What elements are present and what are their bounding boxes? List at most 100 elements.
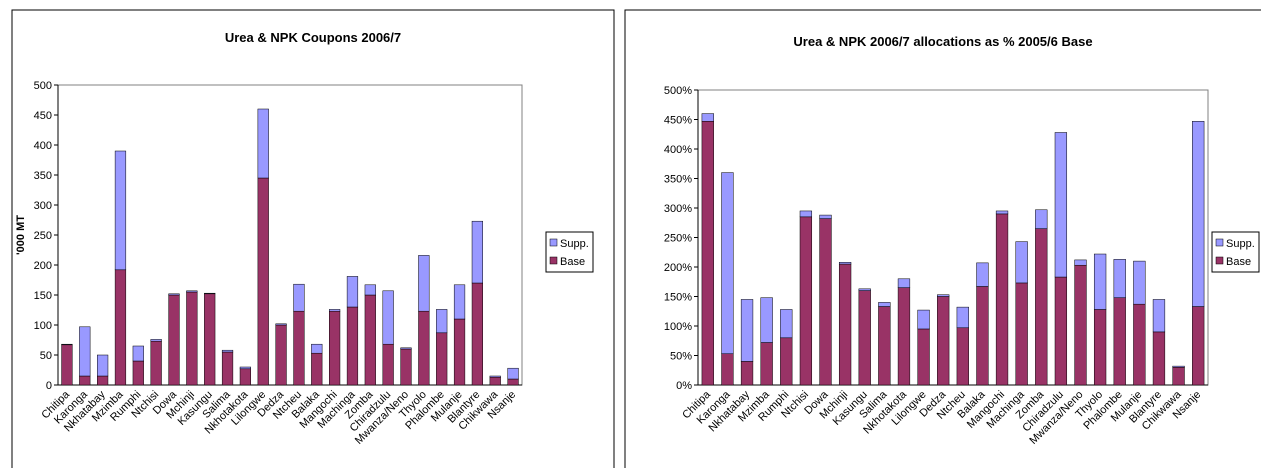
- legend-swatch: [1215, 256, 1224, 265]
- chart-title: Urea & NPK 2006/7 allocations as % 2005/…: [793, 34, 1092, 49]
- y-tick-label: 400: [34, 140, 52, 152]
- bar-segment: [858, 288, 871, 291]
- bar-segment: [1074, 259, 1087, 266]
- bar-segment: [1133, 303, 1146, 386]
- bar-segment: [799, 210, 813, 218]
- bar-segment: [1192, 121, 1205, 307]
- y-tick-label: 300: [34, 200, 52, 212]
- bar-segment: [329, 309, 341, 312]
- bar-segment: [79, 375, 91, 386]
- chart-frame: [11, 9, 615, 468]
- bar-segment: [1054, 276, 1068, 386]
- y-tick-label: 300%: [664, 203, 692, 215]
- bar-segment: [400, 348, 412, 386]
- bar-segment: [186, 290, 198, 293]
- bar-segment: [956, 306, 969, 329]
- bar-segment: [1015, 241, 1028, 284]
- bar-segment: [819, 214, 832, 219]
- bar-segment: [453, 318, 466, 386]
- bar-segment: [701, 121, 714, 386]
- bar-segment: [114, 150, 127, 271]
- bar-segment: [937, 296, 950, 386]
- bar-segment: [995, 210, 1009, 215]
- legend-label: Base: [560, 256, 585, 268]
- bar-segment: [917, 328, 930, 386]
- legend-label: Supp.: [560, 238, 589, 250]
- bar-segment: [1093, 253, 1107, 310]
- y-axis-label: '000 MT: [15, 215, 27, 255]
- bar-segment: [878, 302, 891, 307]
- y-tick-label: 250: [34, 230, 52, 242]
- bar-segment: [471, 220, 483, 284]
- bar-segment: [897, 287, 911, 386]
- bar-segment: [780, 337, 793, 386]
- bar-segment: [311, 343, 323, 354]
- y-tick-label: 250%: [664, 233, 692, 245]
- y-tick-label: 500: [34, 80, 52, 92]
- bar-segment: [701, 113, 714, 122]
- y-tick-label: 400%: [664, 144, 692, 156]
- bar-segment: [1054, 132, 1068, 278]
- legend-swatch: [549, 238, 558, 247]
- bar-segment: [382, 290, 394, 345]
- bar-segment: [956, 327, 969, 386]
- bar-segment: [275, 324, 287, 386]
- bar-segment: [204, 293, 216, 386]
- bar-segment: [489, 376, 501, 386]
- bar-segment: [168, 294, 180, 386]
- bar-segment: [293, 310, 305, 386]
- bar-segment: [1172, 365, 1185, 368]
- bar-segment: [1074, 264, 1087, 386]
- bar-segment: [186, 291, 198, 386]
- bar-segment: [838, 263, 852, 386]
- bar-segment: [897, 278, 911, 288]
- bar-segment: [436, 309, 448, 334]
- bar-segment: [760, 342, 773, 386]
- bar-segment: [740, 299, 754, 362]
- bar-segment: [132, 345, 144, 362]
- bar-segment: [471, 282, 483, 386]
- bar-segment: [740, 361, 754, 386]
- y-tick-label: 500%: [664, 85, 692, 97]
- bar-segment: [293, 283, 305, 312]
- bar-segment: [97, 375, 109, 386]
- y-tick-label: 50: [40, 350, 52, 362]
- bar-segment: [275, 323, 287, 326]
- bar-segment: [1152, 299, 1166, 333]
- bar-segment: [1152, 331, 1166, 386]
- y-tick-label: 150%: [664, 292, 692, 304]
- legend-swatch: [549, 256, 558, 265]
- bar-segment: [937, 294, 950, 297]
- bar-segment: [364, 294, 376, 386]
- bar-segment: [838, 262, 852, 265]
- y-tick-label: 450%: [664, 115, 692, 127]
- bar-segment: [364, 284, 376, 296]
- bar-segment: [257, 108, 269, 179]
- bar-segment: [507, 378, 519, 386]
- bar-segment: [204, 292, 216, 295]
- bar-segment: [507, 367, 519, 380]
- y-tick-label: 350: [34, 170, 52, 182]
- y-tick-label: 200: [34, 260, 52, 272]
- y-tick-label: 450: [34, 110, 52, 122]
- bar-segment: [97, 354, 109, 377]
- bar-segment: [819, 218, 832, 386]
- bar-segment: [346, 276, 359, 308]
- bar-segment: [79, 326, 91, 377]
- legend-box: [1211, 231, 1260, 273]
- bar-segment: [976, 286, 989, 386]
- bar-segment: [799, 216, 813, 386]
- bar-segment: [221, 351, 234, 386]
- bar-segment: [917, 309, 930, 330]
- y-tick-label: 100: [34, 320, 52, 332]
- legend-swatch: [1215, 238, 1224, 247]
- bar-segment: [132, 360, 144, 386]
- bar-segment: [721, 353, 734, 386]
- bar-segment: [1172, 367, 1185, 386]
- bar-segment: [114, 269, 127, 386]
- bar-segment: [760, 297, 773, 343]
- y-tick-label: 0%: [676, 380, 692, 392]
- y-tick-label: 150: [34, 290, 52, 302]
- legend-label: Base: [1226, 256, 1251, 268]
- bar-segment: [221, 349, 234, 353]
